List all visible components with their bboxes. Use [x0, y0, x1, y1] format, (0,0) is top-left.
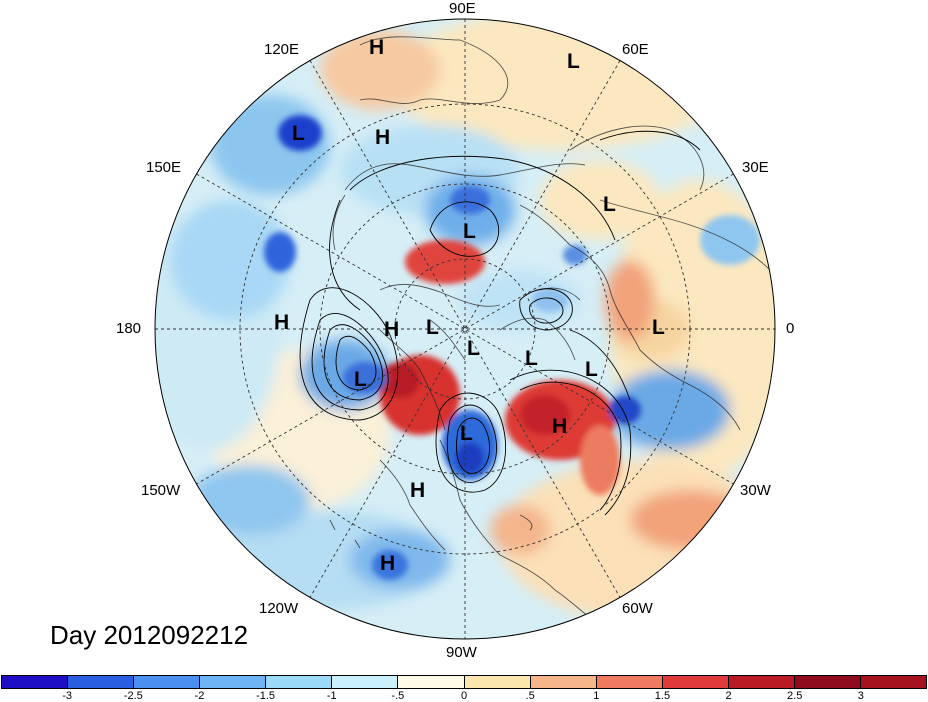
colorbar: [1, 675, 927, 689]
colorbar-tick-label: -3: [62, 690, 73, 702]
lon-label-60w: 60W: [622, 600, 653, 617]
colorbar-segment: [200, 676, 267, 688]
colorbar-tick-label: -1: [326, 690, 337, 702]
pressure-center-label: L: [426, 316, 439, 339]
colorbar-segment: [332, 676, 399, 688]
lon-label-30e: 30E: [742, 159, 769, 176]
lon-label-150e: 150E: [146, 159, 182, 176]
lon-label-180: 180: [116, 320, 142, 337]
pressure-center-label: H: [274, 311, 289, 334]
map-boundary: [154, 18, 776, 640]
colorbar-tick-label: -1.5: [256, 690, 276, 702]
colorbar-tick-label: 2.5: [787, 690, 803, 702]
pressure-centers: H L L H L L H H L L L L L L H L H H: [274, 36, 665, 575]
colorbar-tick-label: -.5: [391, 690, 405, 702]
lon-label-60e: 60E: [622, 41, 649, 58]
lon-label-30w: 30W: [740, 482, 771, 499]
pressure-center-label: H: [384, 318, 399, 341]
pressure-center-label: L: [525, 347, 538, 370]
pressure-center-label: L: [652, 316, 665, 339]
pressure-center-label: L: [567, 50, 580, 73]
colorbar-segment: [266, 676, 333, 688]
coastlines: [329, 36, 771, 626]
pressure-center-label: L: [354, 368, 367, 391]
colorbar-ticks: -3 -2.5 -2 -1.5 -1 -.5 0 .5 1 1.5 2 2.5 3: [0, 690, 928, 702]
colorbar-tick-label: -2.5: [123, 690, 143, 702]
colorbar-segment: [134, 676, 201, 688]
pressure-center-label: L: [292, 122, 305, 145]
pressure-center-label: H: [410, 479, 425, 502]
pressure-center-label: L: [585, 358, 598, 381]
lon-label-120e: 120E: [264, 41, 300, 58]
contour-lines: [299, 130, 701, 516]
colorbar-segment: [398, 676, 465, 688]
colorbar-segment: [861, 676, 927, 688]
pressure-center-label: H: [380, 552, 395, 575]
colorbar-segment: [68, 676, 135, 688]
pressure-center-label: H: [552, 415, 567, 438]
lon-label-150w: 150W: [141, 482, 181, 499]
colorbar-segment: [596, 676, 663, 688]
colorbar-tick-label: .5: [525, 690, 535, 702]
lon-label-0: 0: [786, 320, 795, 337]
day-title: Day 2012092212: [50, 620, 249, 650]
lon-label-120w: 120W: [259, 600, 299, 617]
colorbar-segment: [530, 676, 597, 688]
colorbar-tick-label: 1.5: [654, 690, 671, 702]
colorbar-tick-label: 0: [460, 690, 468, 702]
colorbar-tick-label: 1: [593, 690, 600, 702]
lon-label-90w: 90W: [446, 644, 477, 661]
colorbar-tick-label: 3: [857, 690, 864, 702]
colorbar-segment: [464, 676, 531, 688]
pressure-center-label: L: [467, 337, 480, 360]
colorbar-segment: [2, 676, 69, 688]
colorbar-tick-label: 2: [725, 690, 732, 702]
anomaly-field: [155, 19, 775, 639]
colorbar-segment: [794, 676, 862, 688]
pressure-center-label: H: [375, 126, 390, 149]
colorbar-tick-label: -2: [194, 690, 205, 702]
pressure-center-label: L: [603, 193, 616, 216]
colorbar-segment: [728, 676, 795, 688]
lon-label-90e: 90E: [449, 0, 476, 17]
pressure-center-label: L: [460, 422, 473, 445]
pressure-center-label: L: [463, 220, 476, 243]
colorbar-segment: [662, 676, 729, 688]
pressure-center-label: H: [369, 36, 384, 59]
graticule: [155, 19, 775, 639]
